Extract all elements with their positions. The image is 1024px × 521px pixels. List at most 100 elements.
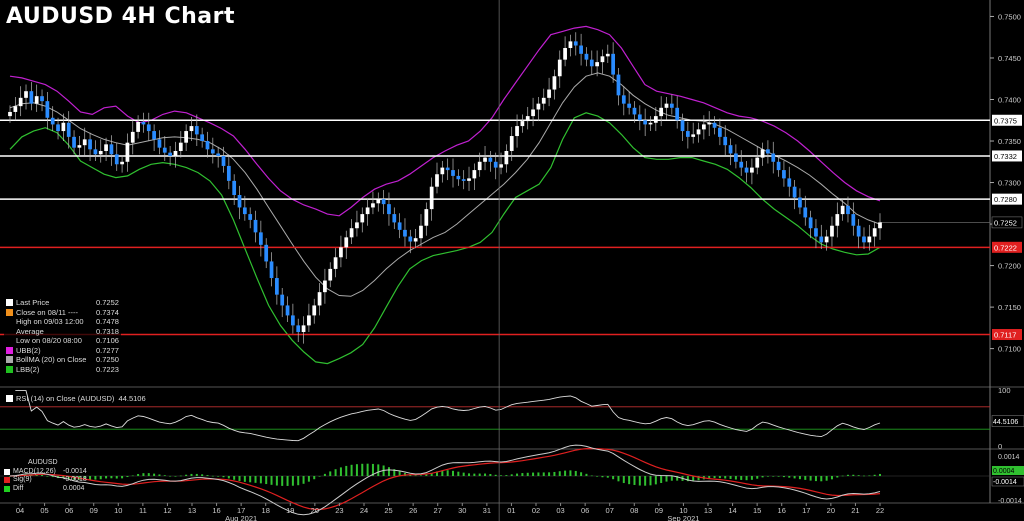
candle-body	[237, 195, 242, 208]
macd-diff-bar	[323, 473, 326, 476]
macd-value: 0.0004	[63, 484, 85, 492]
x-tick-label: 06	[581, 506, 589, 515]
candle-body	[371, 203, 375, 208]
macd-diff-bar	[873, 474, 876, 476]
support-level-label: 0.7222	[994, 243, 1017, 252]
candle-body	[734, 153, 738, 162]
macd-diff-bar	[862, 475, 865, 477]
macd-diff-bar	[564, 470, 567, 476]
macd-legend-row: MACD(12,26) -0.0014	[4, 468, 87, 477]
legend-value: 0.7252	[96, 298, 119, 307]
macd-diff-bar	[211, 475, 214, 477]
macd-diff-bar	[473, 473, 476, 476]
macd-tag	[991, 476, 1024, 487]
candle-body	[461, 179, 466, 181]
macd-diff-bar	[548, 472, 551, 476]
candle-body	[275, 278, 279, 295]
candle-body	[744, 167, 749, 173]
macd-diff-bar	[121, 476, 124, 479]
legend-swatch	[6, 365, 13, 373]
macd-diff-bar	[217, 476, 220, 477]
candle-body	[333, 257, 338, 269]
candle-body	[285, 305, 290, 316]
candle-body	[878, 222, 882, 229]
macd-diff-bar	[99, 476, 102, 480]
x-tick-label: 22	[876, 506, 884, 515]
macd-diff-bar	[665, 476, 668, 482]
legend-swatch	[6, 346, 13, 354]
candle-body	[589, 59, 594, 67]
x-tick-label: 21	[851, 506, 859, 515]
candle-body	[232, 180, 237, 195]
macd-diff-bar	[697, 476, 700, 481]
macd-diff-bar	[814, 476, 817, 482]
x-tick-label: 18	[262, 506, 270, 515]
candle-body	[525, 116, 530, 122]
candle-body	[627, 103, 632, 108]
macd-diff-bar	[532, 472, 535, 476]
candle-body	[29, 91, 34, 104]
legend-label: UBB(2)	[16, 345, 41, 355]
candle-body	[40, 96, 44, 102]
x-tick-label: 10	[114, 506, 122, 515]
macd-diff-bar	[489, 473, 492, 476]
macd-diff-bar	[670, 476, 673, 481]
macd-diff-bar	[798, 476, 801, 480]
macd-diff-bar	[596, 476, 599, 477]
legend-value: 0.7318	[96, 326, 119, 336]
candle-body	[808, 217, 813, 229]
macd-diff-bar	[46, 475, 49, 477]
candle-body	[419, 225, 423, 239]
macd-diff-bar	[836, 476, 839, 478]
candle-body	[862, 236, 866, 243]
macd-diff-bar	[857, 475, 860, 476]
macd-diff-bar	[468, 473, 471, 476]
candle-body	[456, 175, 461, 180]
candle-body	[365, 207, 370, 215]
candle-body	[493, 161, 498, 168]
macd-diff-bar	[350, 464, 353, 476]
candle-body	[467, 178, 471, 181]
macd-diff-bar	[462, 472, 465, 476]
candle-body	[34, 96, 39, 104]
legend-value: 0.7374	[96, 307, 119, 317]
candle-body	[157, 139, 162, 148]
candle-body	[563, 48, 567, 60]
macd-signal-line	[9, 447, 881, 511]
last-price-tag	[991, 216, 1023, 229]
macd-diff-bar	[756, 476, 759, 479]
macd-diff-bar	[355, 464, 358, 476]
candle-body	[488, 157, 493, 162]
x-tick-label: 13	[188, 506, 196, 515]
rsi-line	[15, 390, 881, 442]
macd-legend: AUDUSD MACD(12,26) -0.0014 Sig(9) -0.0018 Di…	[4, 459, 87, 493]
macd-diff-bar	[147, 473, 150, 476]
x-tick-label: 17	[802, 506, 810, 515]
y-tick-label: 0.7150	[998, 303, 1021, 312]
macd-diff-bar	[510, 474, 513, 476]
candle-body	[782, 170, 786, 179]
candle-body	[536, 103, 541, 110]
macd-diff-bar	[638, 476, 641, 486]
legend-label: Last Price	[16, 298, 50, 307]
candle-body	[856, 225, 861, 237]
macd-diff-bar	[345, 465, 348, 476]
macd-diff-bar	[35, 474, 38, 476]
macd-diff-bar	[718, 476, 721, 479]
macd-diff-bar	[430, 472, 433, 476]
x-tick-label: 14	[728, 506, 736, 515]
rsi-swatch	[6, 395, 13, 402]
macd-diff-bar	[190, 473, 193, 476]
candle-body	[792, 186, 797, 198]
macd-diff-bar	[580, 472, 583, 476]
candle-body	[248, 214, 253, 220]
candle-body	[56, 124, 60, 132]
candle-body	[93, 149, 98, 155]
candle-body	[387, 204, 391, 215]
macd-diff-bar	[222, 476, 225, 478]
x-tick-label: 08	[630, 506, 638, 515]
macd-diff-bar	[94, 476, 97, 480]
macd-diff-bar	[606, 476, 609, 478]
bollinger-ma-line	[9, 72, 881, 297]
